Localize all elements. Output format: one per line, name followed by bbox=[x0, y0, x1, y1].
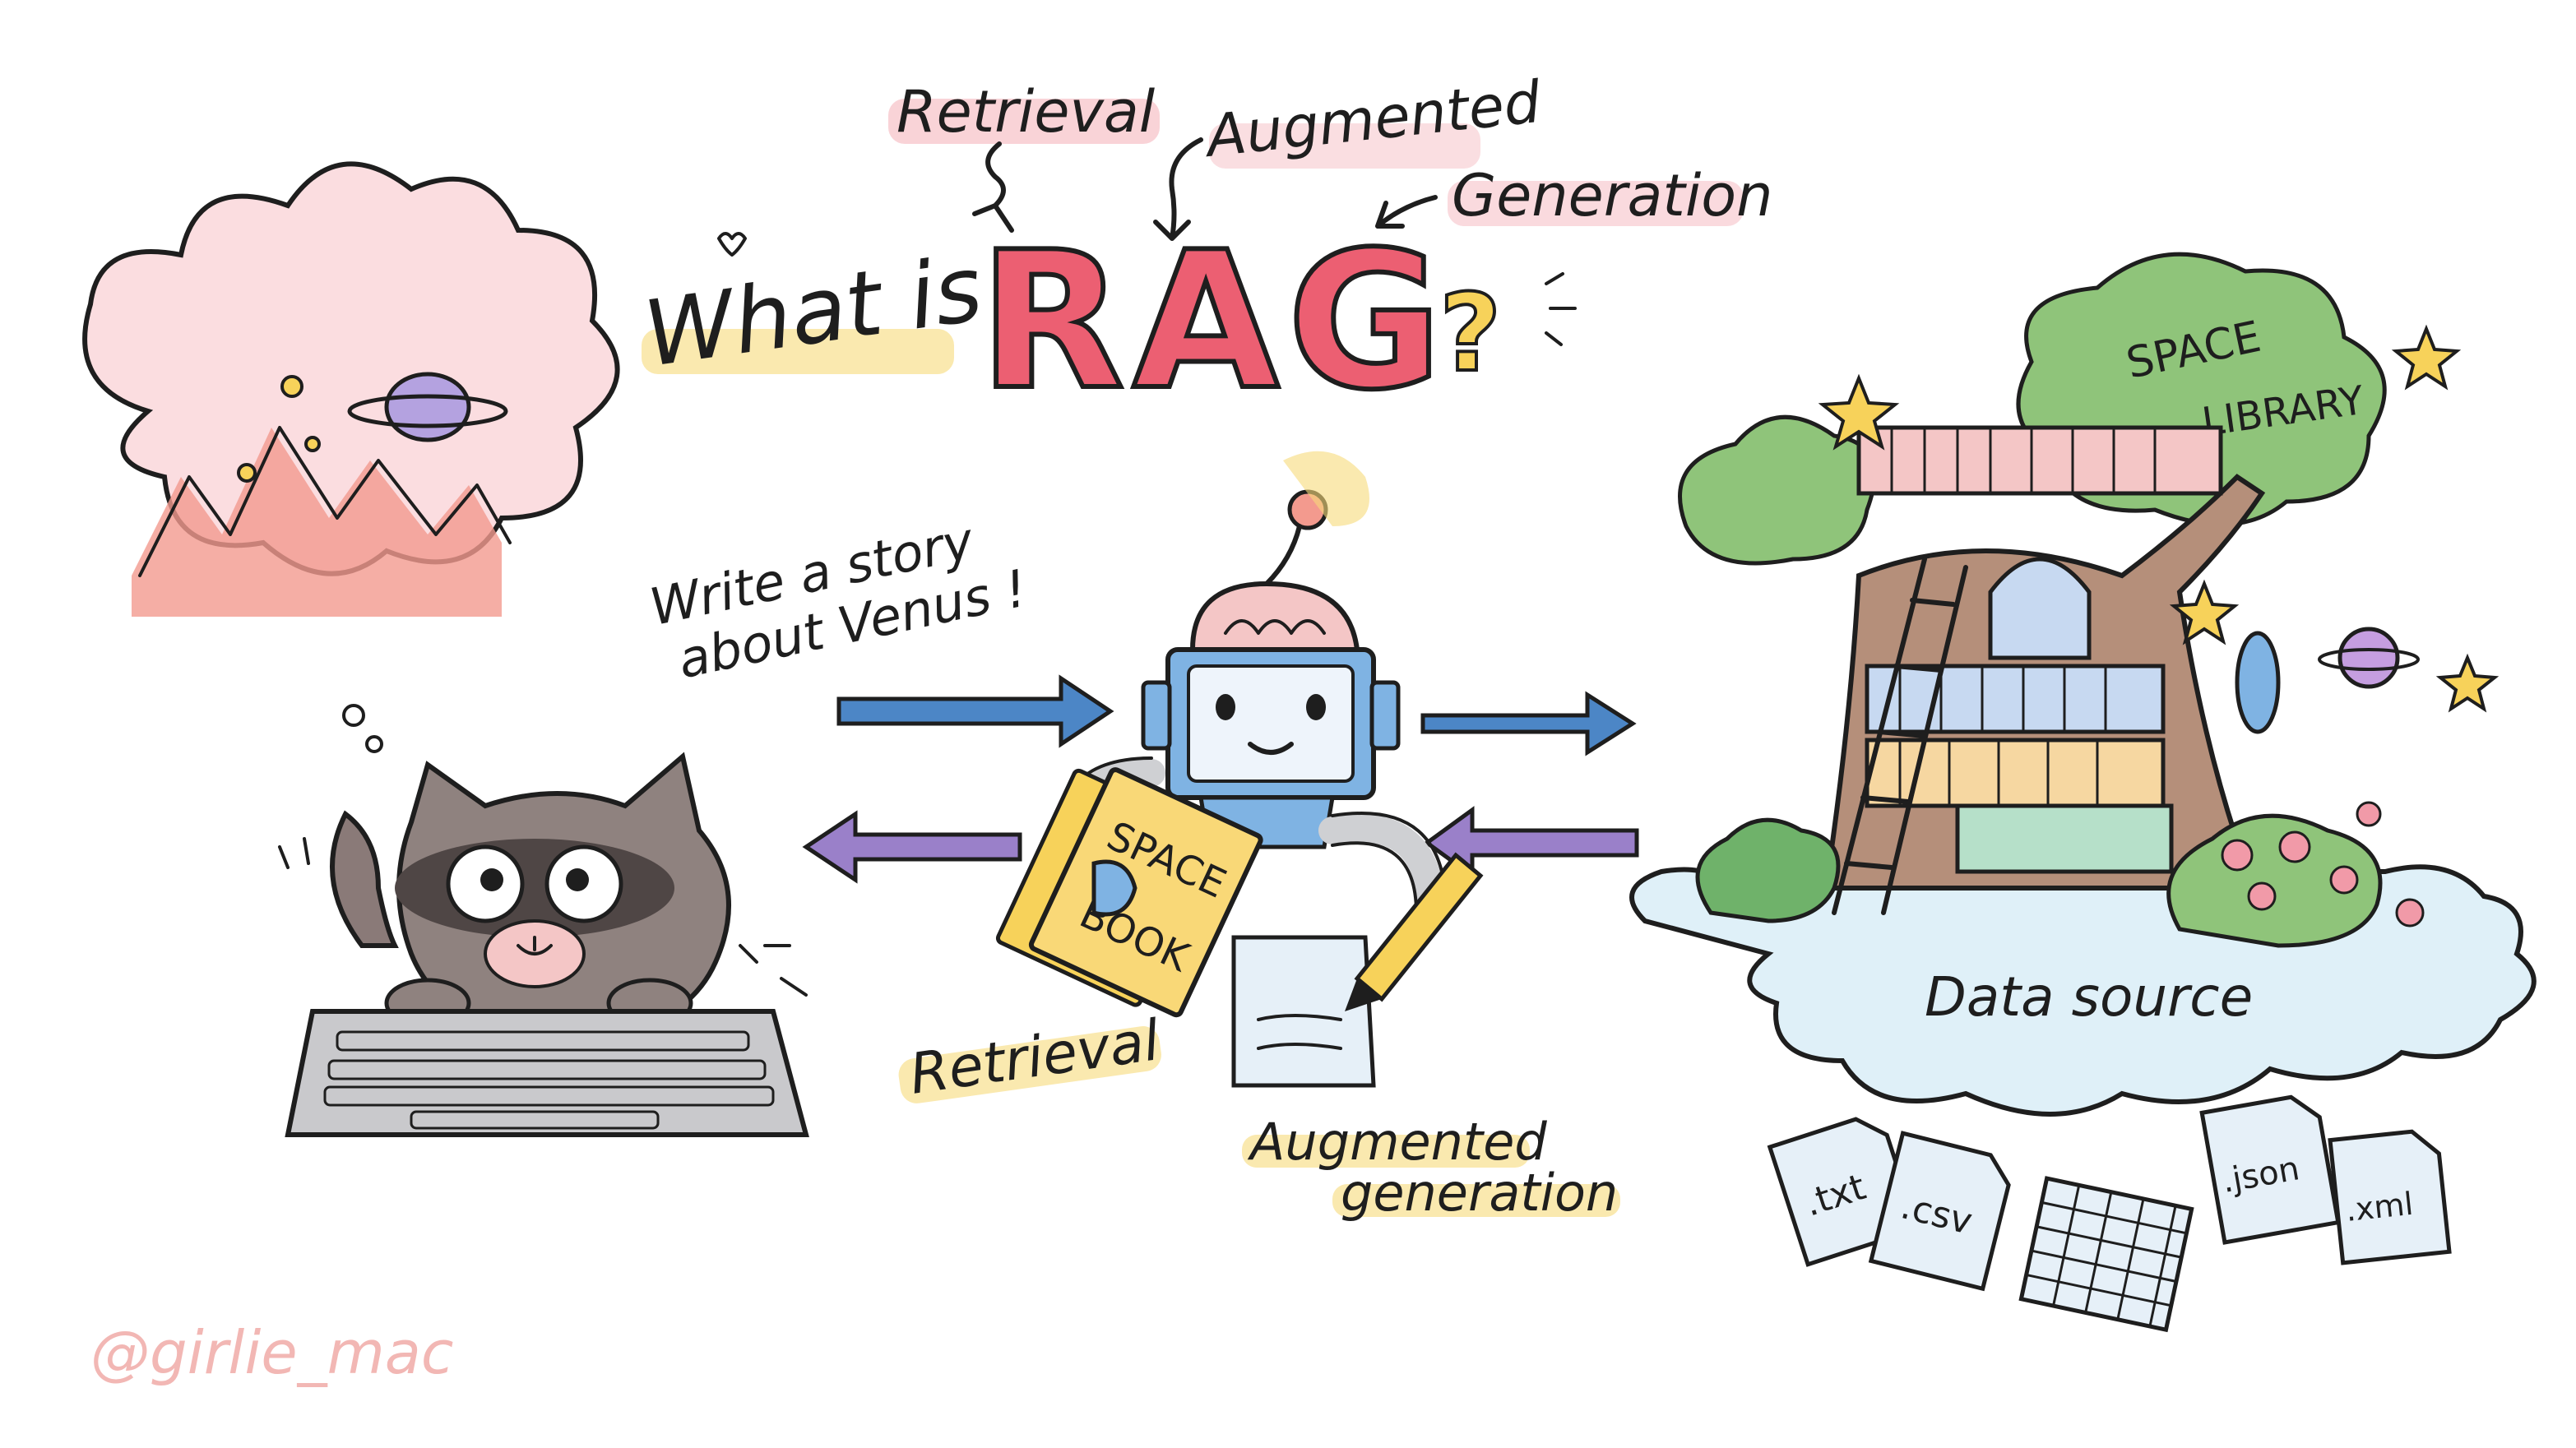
star-icon bbox=[1818, 373, 1900, 451]
robot-hand-left bbox=[1091, 859, 1137, 917]
typing-motion-lines bbox=[278, 837, 808, 997]
mountains bbox=[132, 428, 502, 617]
paper-lines bbox=[1257, 1014, 1342, 1050]
cat-mouth bbox=[517, 936, 553, 955]
thought-bubble-small bbox=[342, 704, 365, 727]
title-question-mark: ? bbox=[1439, 271, 1501, 396]
bookshelf bbox=[1856, 425, 2223, 874]
arch-window bbox=[1988, 557, 2092, 660]
star-icon bbox=[2435, 653, 2500, 713]
flow-arrows bbox=[802, 674, 1639, 884]
augmented-label-highlight bbox=[1242, 1135, 1530, 1168]
file-csv: .csv bbox=[1868, 1131, 2011, 1292]
space-library: SPACE LIBRARY bbox=[1629, 252, 2537, 1117]
whatis-highlight bbox=[642, 329, 954, 374]
planet-small-ring bbox=[2318, 648, 2420, 671]
retrieval-label-highlight bbox=[898, 1026, 1161, 1103]
title-rag: RAG bbox=[979, 212, 1451, 432]
robot-ear-right bbox=[1369, 680, 1401, 751]
title-group: Retrieval Augmented Generation What is R… bbox=[638, 68, 1773, 434]
augmented-label-line-2: generation bbox=[1341, 1163, 1618, 1223]
heart-icon bbox=[717, 232, 747, 257]
thought-bubble-small bbox=[365, 735, 383, 753]
ladder bbox=[1832, 557, 1968, 915]
cat-user bbox=[278, 752, 809, 1137]
cat-pupil-left bbox=[480, 868, 503, 891]
generation-highlight bbox=[1448, 181, 1744, 226]
step-labels: Retrieval Augmented generation bbox=[898, 1008, 1620, 1223]
planet-small-icon bbox=[2337, 627, 2400, 689]
book-cover bbox=[1028, 767, 1263, 1018]
robot-face bbox=[1187, 664, 1355, 783]
robot-eye-right bbox=[1306, 694, 1326, 720]
tree-door bbox=[2235, 631, 2281, 734]
paper bbox=[1231, 935, 1376, 1088]
pencil-icon bbox=[1354, 852, 1484, 1002]
cat-tail bbox=[330, 810, 399, 948]
planet-icon bbox=[384, 372, 471, 442]
robot-brain-folds bbox=[1224, 619, 1326, 635]
arrow-bot-to-user bbox=[802, 810, 1022, 884]
keyboard bbox=[285, 1009, 809, 1137]
arrow-library-to-bot bbox=[1423, 806, 1639, 880]
robot-smile bbox=[1248, 742, 1294, 755]
retrieval-arrow bbox=[972, 141, 1014, 233]
retrieval-label: Retrieval bbox=[906, 1008, 1163, 1108]
robot: SPACE BOOK bbox=[995, 451, 1484, 1088]
robot-antenna-glow bbox=[1283, 451, 1369, 526]
pencil-tip bbox=[1345, 978, 1382, 1011]
mountain-lines bbox=[138, 426, 512, 577]
robot-eye-left bbox=[1216, 694, 1235, 720]
spreadsheet-icon bbox=[2018, 1176, 2194, 1333]
data-files: .txt .csv .json .xml bbox=[1767, 1094, 2452, 1333]
robot-antenna bbox=[1264, 524, 1302, 586]
star-icon bbox=[2169, 579, 2240, 645]
bush-left bbox=[1695, 817, 1841, 923]
file-xml: .xml bbox=[2328, 1129, 2452, 1265]
star-dot-icon bbox=[237, 463, 257, 483]
augmented-arrow bbox=[1153, 137, 1203, 241]
augmented-highlight bbox=[1209, 123, 1480, 169]
title-word-generation: Generation bbox=[1452, 162, 1773, 229]
generation-arrow bbox=[1375, 195, 1438, 229]
file-ext-xml: .xml bbox=[2344, 1186, 2415, 1228]
question-sparkle bbox=[1545, 272, 1577, 346]
prompt-group: Write a story about Venus ! bbox=[645, 510, 1032, 690]
arrow-bot-to-library bbox=[1420, 691, 1637, 756]
star-dot-icon bbox=[280, 375, 303, 398]
star-dot-icon bbox=[304, 436, 321, 452]
star-icon bbox=[2391, 324, 2462, 391]
library-caption: Data source bbox=[1925, 965, 2253, 1029]
planet-ring bbox=[347, 394, 508, 428]
generation-label-highlight bbox=[1332, 1184, 1620, 1217]
cat-pupil-right bbox=[566, 868, 589, 891]
title-word-retrieval: Retrieval bbox=[897, 78, 1156, 146]
robot-brain bbox=[1189, 581, 1360, 652]
artist-credit: @girlie_mac bbox=[90, 1318, 453, 1387]
keyboard-keys bbox=[323, 1030, 775, 1130]
file-json: .json bbox=[2199, 1094, 2341, 1245]
arrow-user-to-bot bbox=[836, 674, 1114, 748]
thought-cloud bbox=[82, 161, 620, 753]
flowers bbox=[2221, 801, 2425, 928]
augmented-label-line-1: Augmented bbox=[1247, 1112, 1547, 1172]
retrieval-highlight bbox=[888, 99, 1160, 144]
robot-ear-left bbox=[1141, 680, 1172, 751]
bush-right bbox=[2166, 813, 2383, 948]
